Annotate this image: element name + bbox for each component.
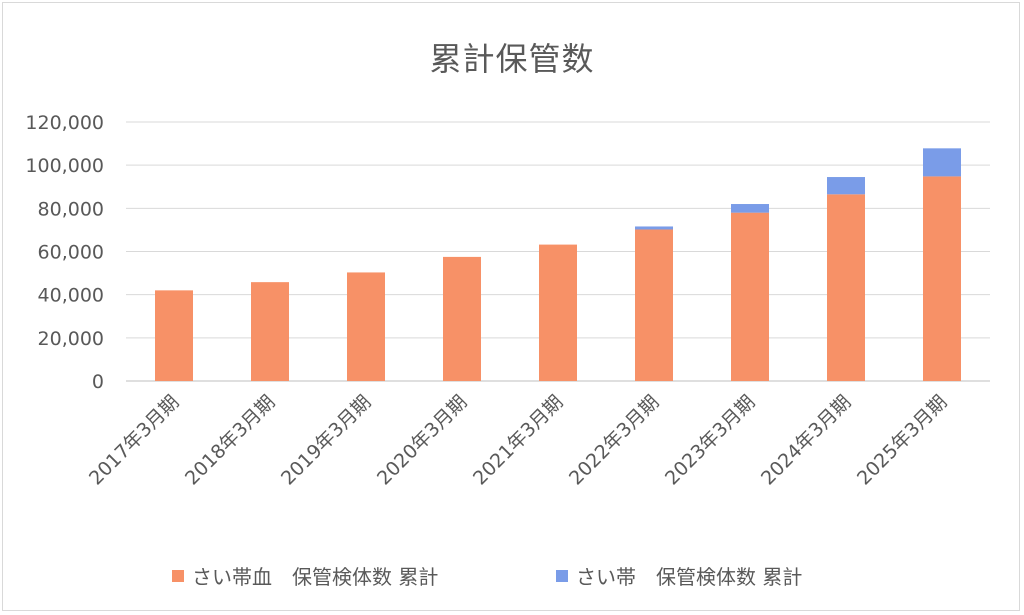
bar-cord-blood: [635, 229, 673, 381]
legend-label-cord-blood: さい帯血 保管検体数 累計: [192, 565, 439, 589]
bar-cord: [635, 226, 673, 230]
legend-swatch-cord-blood: [172, 569, 184, 582]
y-tick-label: 100,000: [25, 155, 104, 177]
x-tick-label: 2024年3月期: [757, 391, 856, 490]
bar-cord: [731, 204, 769, 213]
bar-cord-blood: [827, 194, 865, 381]
bar-cord-blood: [155, 290, 193, 381]
y-tick-label: 60,000: [38, 242, 104, 264]
legend-item-cord: さい帯 保管検体数 累計: [556, 561, 802, 590]
bar-cord-blood: [923, 176, 961, 381]
bar-cord-blood: [731, 212, 769, 381]
bar-cord: [923, 148, 961, 177]
legend-swatch-cord: [556, 569, 568, 582]
legend-label-cord: さい帯 保管検体数 累計: [576, 565, 803, 589]
y-tick-label: 80,000: [38, 198, 104, 220]
chart-legend: さい帯血 保管検体数 累計 さい帯 保管検体数 累計: [0, 561, 1024, 590]
y-tick-label: 120,000: [25, 112, 104, 134]
x-tick-label: 2022年3月期: [565, 391, 664, 490]
x-tick-label: 2019年3月期: [277, 391, 376, 490]
x-tick-label: 2018年3月期: [181, 391, 280, 490]
y-tick-label: 20,000: [38, 328, 104, 350]
chart-title: 累計保管数: [429, 40, 595, 78]
x-tick-label: 2020年3月期: [373, 391, 472, 490]
bar-cord-blood: [443, 256, 481, 381]
bar-cord-blood: [251, 282, 289, 381]
y-tick-label: 0: [92, 371, 104, 393]
x-tick-label: 2021年3月期: [469, 391, 568, 490]
legend-item-cord-blood: さい帯血 保管検体数 累計: [172, 561, 438, 590]
bar-cord-blood: [539, 244, 577, 381]
y-tick-label: 40,000: [38, 285, 104, 307]
chart-plot: 0 20,000 40,000 60,000 80,000 100,000 120,000 2…: [25, 112, 990, 490]
bar-cord: [827, 177, 865, 195]
x-tick-label: 2023年3月期: [661, 391, 760, 490]
bar-cord-blood: [347, 272, 385, 381]
x-tick-label: 2025年3月期: [853, 391, 952, 490]
x-tick-label: 2017年3月期: [85, 391, 184, 490]
